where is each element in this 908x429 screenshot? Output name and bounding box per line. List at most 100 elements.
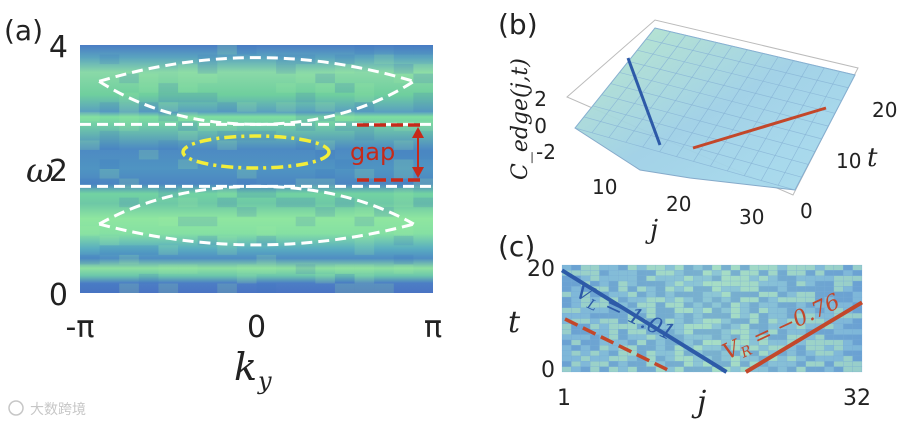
c-cell <box>777 366 788 373</box>
c-cell <box>758 275 769 282</box>
c-cell <box>608 334 619 341</box>
c-cell <box>561 296 572 303</box>
c-cell <box>646 275 656 282</box>
heatmap-cell <box>236 188 257 198</box>
c-cell <box>683 355 694 362</box>
heatmap-cell <box>178 111 198 122</box>
panel-c-velocity-lines <box>560 268 864 374</box>
heatmap-cell <box>256 235 277 246</box>
heatmap-cell <box>197 121 218 131</box>
heatmap-cell <box>354 207 375 217</box>
c-cell <box>786 361 797 367</box>
c-cell <box>646 339 656 346</box>
heatmap-cell <box>315 169 335 179</box>
c-cell <box>674 275 685 282</box>
c-cell <box>833 345 844 351</box>
heatmap-cell <box>256 283 277 293</box>
c-cell <box>655 270 666 276</box>
c-cell <box>777 361 788 367</box>
heatmap-cell <box>413 197 433 208</box>
c-cell <box>833 334 844 341</box>
c-left-velocity-line <box>560 268 728 374</box>
c-cell <box>721 323 731 330</box>
c-cell <box>758 296 769 303</box>
heatmap-cell <box>354 245 375 255</box>
c-cell <box>646 286 656 292</box>
heatmap-cell <box>393 149 414 160</box>
c-cell <box>730 280 741 287</box>
mesh-line <box>727 60 794 172</box>
c-cell <box>683 286 694 292</box>
heatmap-cell <box>315 273 335 284</box>
c-cell <box>730 323 741 330</box>
c-cell <box>824 345 835 351</box>
c-ytick-0: 0 <box>541 358 555 383</box>
c-cell <box>627 361 638 367</box>
panel-c-label: (c) <box>498 230 535 263</box>
heatmap-cell <box>354 130 375 141</box>
c-cell <box>664 350 675 357</box>
mesh-line <box>654 27 856 76</box>
c-cell <box>843 345 853 351</box>
c-cell <box>824 334 835 341</box>
c-cell <box>852 339 863 346</box>
heatmap-cell <box>295 121 316 131</box>
c-cell <box>721 296 731 303</box>
c-cell <box>674 302 685 308</box>
c-cell <box>674 296 685 303</box>
c-cell <box>843 270 853 276</box>
heatmap-cell <box>217 188 237 198</box>
heatmap-cell <box>178 216 198 227</box>
c-cell <box>618 270 628 276</box>
c-cell <box>599 366 610 373</box>
watermark-text: 大数跨境 <box>30 402 86 418</box>
c-cell <box>843 275 853 282</box>
heatmap-cell <box>119 92 139 103</box>
c-cell <box>561 329 572 335</box>
c-cell <box>758 270 769 276</box>
heatmap-cell <box>158 92 179 103</box>
c-cell <box>702 270 713 276</box>
c-cell <box>786 366 797 373</box>
heatmap-cell <box>158 245 179 255</box>
c-cell <box>739 286 750 292</box>
heatmap-cell <box>413 102 433 112</box>
c-cell <box>664 345 675 351</box>
c-cell <box>852 291 863 298</box>
heatmap-cell <box>80 178 100 189</box>
c-cell <box>646 291 656 298</box>
c-cell <box>786 350 797 357</box>
c-cell <box>702 312 713 319</box>
c-cell <box>655 302 666 308</box>
c-cell <box>693 275 703 282</box>
mesh-line <box>628 60 836 114</box>
c-cell <box>683 312 694 319</box>
c-cell <box>589 270 600 276</box>
heatmap-cell <box>256 130 277 141</box>
panel-a-x-label-k: k <box>234 345 257 389</box>
c-cell <box>814 286 825 292</box>
c-cell <box>693 334 703 341</box>
c-cell <box>768 286 778 292</box>
panel-a-label: (a) <box>4 14 43 47</box>
c-cell <box>749 275 760 282</box>
c-cell <box>843 280 853 287</box>
c-cell <box>655 307 666 314</box>
watermark-icon <box>8 400 24 416</box>
b-ytick-0: 0 <box>800 199 813 223</box>
heatmap-cell <box>393 169 414 179</box>
heatmap-cell <box>413 45 433 55</box>
c-cell <box>805 275 816 282</box>
heatmap-cell <box>295 264 316 274</box>
c-cell <box>852 264 863 271</box>
surface-left-velocity-line <box>626 57 662 146</box>
c-cell <box>768 270 778 276</box>
c-cell <box>646 264 656 271</box>
c-cell <box>768 264 778 271</box>
c-cell <box>796 280 806 287</box>
heatmap-cell <box>295 73 316 84</box>
heatmap-cell <box>158 111 179 122</box>
c-cell <box>749 318 760 324</box>
c-cell <box>571 350 581 357</box>
c-cell <box>664 302 675 308</box>
